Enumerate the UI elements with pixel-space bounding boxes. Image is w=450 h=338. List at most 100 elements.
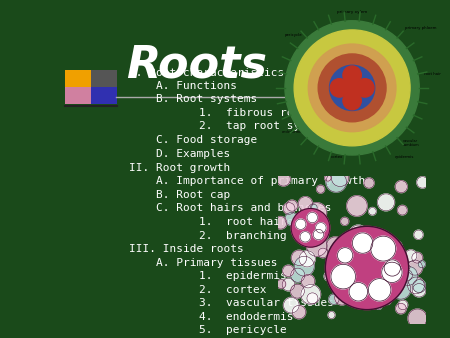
Text: 1.  epidermis: 1. epidermis <box>199 271 287 281</box>
Circle shape <box>398 206 407 215</box>
Circle shape <box>364 298 372 306</box>
Circle shape <box>418 261 425 268</box>
Text: 2.  cortex: 2. cortex <box>199 285 267 295</box>
Circle shape <box>324 271 333 281</box>
Circle shape <box>396 303 406 314</box>
Text: C. Food storage: C. Food storage <box>156 135 257 145</box>
Circle shape <box>338 244 358 264</box>
Circle shape <box>349 283 368 301</box>
Circle shape <box>384 260 400 276</box>
Circle shape <box>382 262 402 283</box>
Text: 4.  endodermis: 4. endodermis <box>199 312 294 322</box>
Bar <box>65 88 91 104</box>
Circle shape <box>329 65 375 111</box>
Text: D. Examples: D. Examples <box>156 149 230 159</box>
Text: B. Root systems: B. Root systems <box>156 94 257 104</box>
Text: epidermis: epidermis <box>395 155 414 159</box>
Circle shape <box>374 251 381 259</box>
Circle shape <box>352 273 358 279</box>
Circle shape <box>399 266 418 285</box>
Text: C. Root hairs and branches: C. Root hairs and branches <box>156 203 331 214</box>
Text: 5.  pericycle: 5. pericycle <box>199 325 287 335</box>
Circle shape <box>292 305 306 319</box>
Text: A. Importance of primary growth: A. Importance of primary growth <box>156 176 365 187</box>
Text: 1.  fibrous root systems: 1. fibrous root systems <box>199 108 361 118</box>
Bar <box>91 71 117 88</box>
Circle shape <box>283 265 294 276</box>
Circle shape <box>341 217 349 225</box>
Circle shape <box>325 175 331 181</box>
Circle shape <box>360 294 370 306</box>
Circle shape <box>395 181 407 193</box>
Text: root hair: root hair <box>424 72 441 76</box>
Circle shape <box>351 238 364 251</box>
Circle shape <box>412 284 426 297</box>
Circle shape <box>277 280 286 289</box>
Circle shape <box>413 280 426 293</box>
Circle shape <box>390 241 402 253</box>
Circle shape <box>291 209 330 247</box>
Circle shape <box>287 200 297 211</box>
Circle shape <box>297 224 302 229</box>
Circle shape <box>383 297 391 305</box>
Circle shape <box>362 277 380 295</box>
Circle shape <box>291 268 305 282</box>
Circle shape <box>398 300 408 310</box>
Circle shape <box>325 226 409 310</box>
Circle shape <box>307 293 318 304</box>
Text: cortex: cortex <box>331 155 343 159</box>
Bar <box>65 71 91 88</box>
Circle shape <box>328 312 335 318</box>
Circle shape <box>391 279 411 299</box>
Circle shape <box>371 236 396 261</box>
Text: primary phloem: primary phloem <box>405 26 436 30</box>
Circle shape <box>347 196 367 216</box>
Circle shape <box>300 232 310 242</box>
Text: A. Primary tissues: A. Primary tissues <box>156 258 277 268</box>
Circle shape <box>320 232 328 241</box>
Circle shape <box>352 233 373 253</box>
Text: endodermis: endodermis <box>281 130 302 134</box>
Circle shape <box>341 274 350 283</box>
Circle shape <box>349 287 364 303</box>
Circle shape <box>343 91 361 110</box>
Circle shape <box>408 309 427 328</box>
Circle shape <box>285 213 298 225</box>
Circle shape <box>277 173 290 186</box>
Circle shape <box>296 219 306 230</box>
Circle shape <box>414 230 423 239</box>
Circle shape <box>356 79 374 97</box>
Circle shape <box>310 204 317 211</box>
Text: 2.  branching: 2. branching <box>199 231 287 241</box>
Circle shape <box>301 285 320 304</box>
Bar <box>91 88 117 104</box>
Circle shape <box>331 169 349 187</box>
Circle shape <box>307 212 318 223</box>
Circle shape <box>364 178 374 188</box>
Circle shape <box>316 223 326 233</box>
Circle shape <box>357 297 362 303</box>
Circle shape <box>318 54 386 122</box>
Text: Roots: Roots <box>126 43 267 86</box>
Circle shape <box>338 248 353 263</box>
Circle shape <box>294 30 410 146</box>
Circle shape <box>370 281 381 291</box>
Circle shape <box>407 260 423 275</box>
Circle shape <box>326 237 344 255</box>
Text: II. Root growth: II. Root growth <box>130 163 231 173</box>
Circle shape <box>318 248 328 258</box>
Circle shape <box>358 231 372 245</box>
Circle shape <box>307 203 327 222</box>
Circle shape <box>284 203 295 214</box>
Circle shape <box>401 270 412 281</box>
Circle shape <box>329 294 339 305</box>
Circle shape <box>306 236 327 256</box>
Text: B. Root cap: B. Root cap <box>156 190 230 200</box>
Circle shape <box>378 194 395 211</box>
Circle shape <box>292 250 307 265</box>
Circle shape <box>285 21 419 155</box>
Circle shape <box>299 251 315 267</box>
Text: vascular
cambium: vascular cambium <box>403 139 420 147</box>
Circle shape <box>342 286 361 305</box>
Circle shape <box>326 172 346 192</box>
